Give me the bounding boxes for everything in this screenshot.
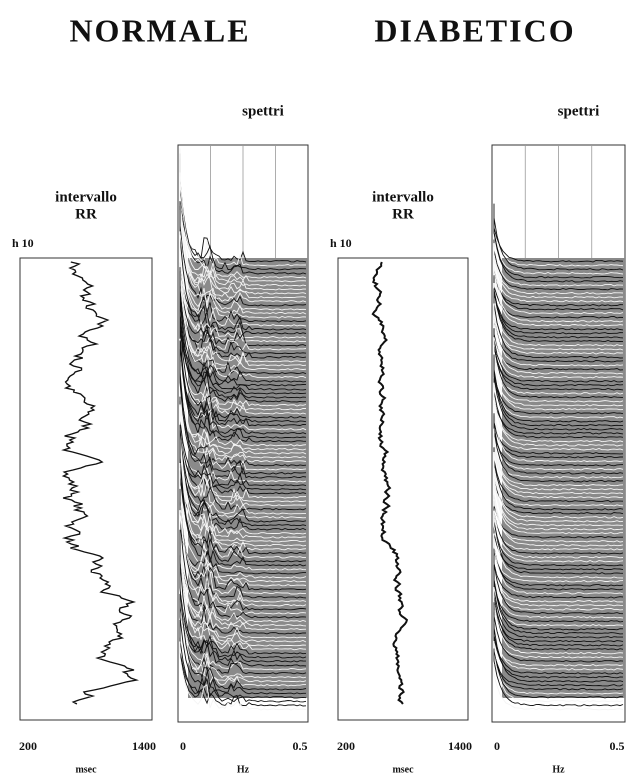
x-unit: Hz	[237, 764, 250, 775]
heading: DIABETICO	[374, 12, 575, 48]
rr-title: intervallo	[55, 189, 117, 205]
x-unit: Hz	[552, 764, 565, 775]
x-min: 0	[180, 739, 186, 753]
time-label: h 10	[330, 236, 352, 250]
time-label: h 10	[12, 236, 34, 250]
x-min: 200	[337, 739, 355, 753]
rr-trace	[63, 262, 136, 704]
x-unit: msec	[75, 764, 97, 775]
x-max: 0.5	[293, 739, 308, 753]
x-min: 0	[494, 739, 500, 753]
rr-title: RR	[392, 206, 414, 222]
x-max: 1400	[132, 739, 156, 753]
spectra-title: spettri	[242, 103, 284, 119]
x-max: 0.5	[610, 739, 625, 753]
spectra-title: spettri	[558, 103, 600, 119]
x-max: 1400	[448, 739, 472, 753]
rr-title: intervallo	[372, 189, 434, 205]
rr-frame	[20, 258, 152, 720]
x-min: 200	[19, 739, 37, 753]
x-unit: msec	[392, 764, 414, 775]
figure: NORMALEintervalloRRh 102001400msecspettr…	[0, 0, 629, 777]
heading: NORMALE	[69, 12, 250, 48]
rr-trace	[373, 262, 407, 704]
rr-title: RR	[75, 206, 97, 222]
rr-frame	[338, 258, 468, 720]
